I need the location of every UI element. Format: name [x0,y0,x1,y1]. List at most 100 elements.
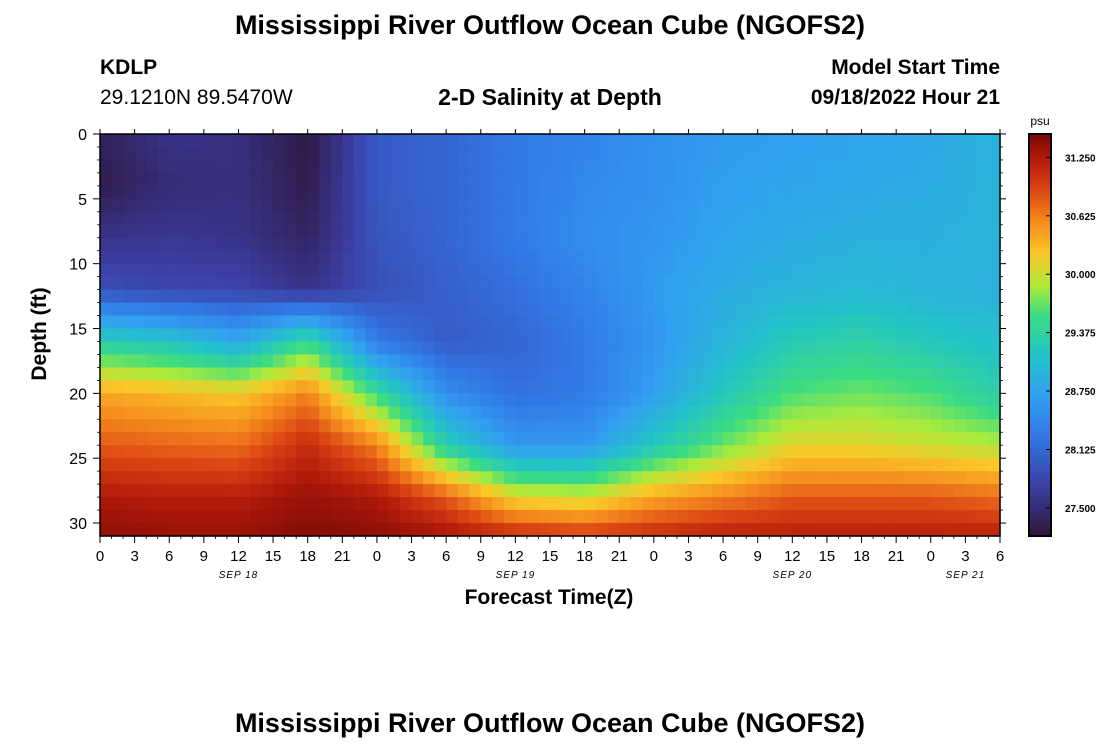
heatmap-cell [573,172,586,187]
colorbar-segment [1029,291,1051,296]
heatmap-cell [792,276,805,291]
heatmap-cell [250,263,263,278]
heatmap-cell [261,419,274,433]
heatmap-cell [296,510,309,524]
heatmap-cell [815,445,828,459]
heatmap-cell [273,341,286,356]
heatmap-cell [515,172,528,187]
heatmap-cell [665,276,678,291]
heatmap-cell [792,458,805,472]
heatmap-cell [215,523,228,537]
heatmap-cell [919,185,932,200]
heatmap-cell [734,328,747,343]
heatmap-cell [330,159,343,174]
heatmap-cell [250,419,263,433]
heatmap-cell [873,393,886,407]
heatmap-cell [238,471,251,485]
heatmap-cell [526,302,540,317]
colorbar-segment [1029,445,1051,450]
heatmap-cell [515,134,528,148]
heatmap-cell [261,406,274,420]
heatmap-cell [700,263,713,278]
heatmap-cell [815,134,828,148]
heatmap-cell [884,471,897,485]
heatmap-cell [838,354,851,369]
heatmap-cell [561,289,574,304]
heatmap-cell [826,134,840,148]
heatmap-cell [700,419,713,433]
heatmap-cell [123,393,136,407]
heatmap-cell [180,289,193,304]
heatmap-cell [457,393,470,407]
heatmap-cell [492,134,505,148]
heatmap-cell [850,237,863,252]
heatmap-cell [446,250,459,265]
heatmap-cell [434,354,447,369]
colorbar-segment [1029,489,1051,494]
heatmap-cell [965,484,978,498]
heatmap-cell [100,146,113,161]
heatmap-cell [942,250,955,265]
heatmap-cell [619,432,632,446]
heatmap-cell [123,445,136,459]
heatmap-cell [861,237,874,252]
heatmap-cell [734,276,747,291]
heatmap-cell [480,198,493,213]
heatmap-cell [284,523,297,537]
heatmap-cell [538,224,551,239]
heatmap-cell [123,484,136,498]
colorbar-segment [1029,284,1051,289]
heatmap-cell [423,276,436,291]
heatmap-cell [169,432,182,446]
heatmap-cell [723,211,736,226]
heatmap-cell [365,510,378,524]
heatmap-cell [884,185,897,200]
heatmap-cell [100,445,113,459]
heatmap-cell [607,484,620,498]
colorbar-segment [1029,368,1051,373]
heatmap-cell [180,393,193,407]
heatmap-cell [342,315,355,330]
heatmap-cell [619,302,632,317]
heatmap-cell [930,419,943,433]
heatmap-cell [284,380,297,394]
heatmap-cell [584,458,597,472]
heatmap-cell [342,341,355,356]
heatmap-cell [469,134,482,148]
heatmap-cell [215,354,228,369]
heatmap-cell [688,523,701,537]
heatmap-cell [838,302,851,317]
heatmap-cell [284,484,297,498]
heatmap-cell [861,198,874,213]
heatmap-cell [723,341,736,356]
heatmap-cell [469,445,482,459]
heatmap-cell [711,393,724,407]
heatmap-cell [769,237,782,252]
heatmap-cell [134,354,147,369]
x-tick-label: 6 [165,548,173,565]
heatmap-cell [250,484,263,498]
heatmap-cell [550,276,563,291]
heatmap-cell [850,471,863,485]
heatmap-cell [180,237,193,252]
heatmap-cell [826,211,840,226]
heatmap-cell [365,185,378,200]
heatmap-cell [526,432,540,446]
colorbar-segment [1029,234,1051,239]
heatmap-cell [642,263,655,278]
heatmap-cell [134,159,147,174]
heatmap-cell [653,276,666,291]
heatmap-cell [953,237,966,252]
colorbar-segment [1029,294,1051,299]
colorbar-segment [1029,348,1051,353]
heatmap-cell [930,134,943,148]
heatmap-cell [203,354,216,369]
heatmap-cell [480,159,493,174]
heatmap-cell [423,367,436,381]
heatmap-cell [780,302,793,317]
heatmap-cell [803,484,816,498]
heatmap-cell [238,523,251,537]
heatmap-cell [365,263,378,278]
heatmap-cell [273,497,286,511]
heatmap-cell [457,367,470,381]
